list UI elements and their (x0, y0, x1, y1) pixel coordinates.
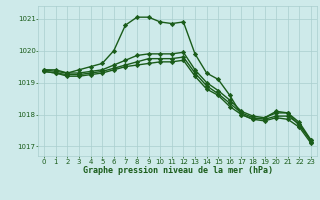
X-axis label: Graphe pression niveau de la mer (hPa): Graphe pression niveau de la mer (hPa) (83, 166, 273, 175)
